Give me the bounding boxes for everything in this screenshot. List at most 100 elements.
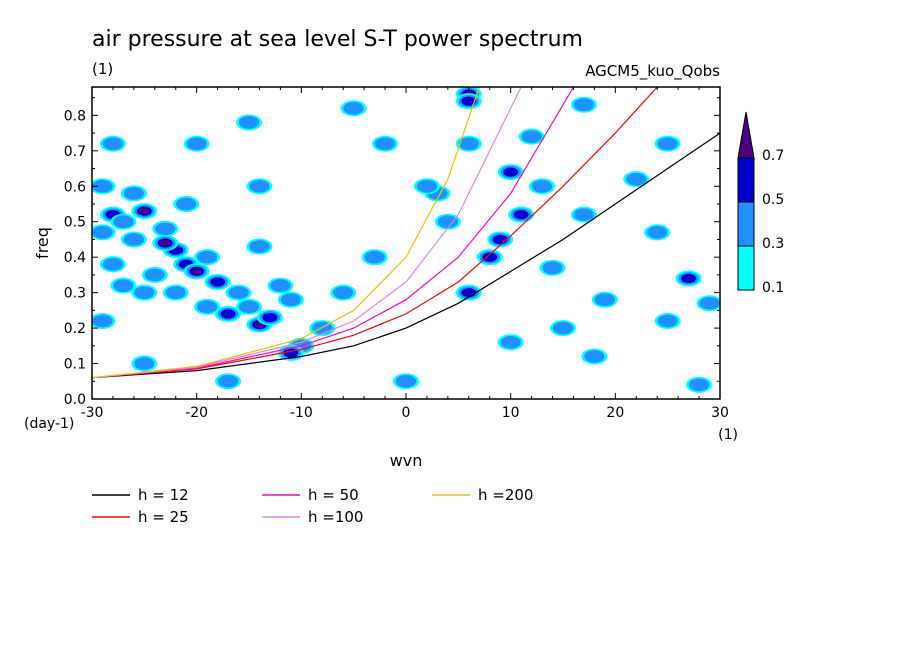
x-tick-label: -10 (290, 405, 313, 421)
power-patch-39-level-2 (461, 287, 477, 298)
power-patch-66-level-1 (647, 226, 668, 239)
power-patch-34-level-2 (461, 96, 477, 106)
power-patch-12-level-1 (228, 286, 249, 299)
power-patch-45-level-1 (626, 172, 647, 186)
power-patch-4-level-1 (123, 233, 145, 246)
x-tick-label: 0 (402, 405, 411, 421)
power-patch-53-level-1 (343, 101, 364, 115)
power-patch-10-level-1 (196, 250, 218, 264)
power-patch-44-level-1 (542, 261, 563, 275)
x-tick-label: -20 (185, 405, 208, 421)
power-patch-22-level-1 (123, 187, 145, 200)
power-patch-11-level-2 (210, 277, 226, 287)
colorbar-level-label: 0.7 (762, 148, 784, 164)
curve-h-200 (92, 87, 480, 379)
power-patch-52-level-1 (238, 116, 260, 129)
power-patch-32-level-1 (249, 179, 270, 193)
curve-h-50 (92, 87, 575, 379)
power-patch-8-level-3 (192, 268, 202, 275)
power-patch-21-level-1 (165, 286, 186, 299)
power-patch-36-level-2 (513, 209, 529, 220)
y-unit-label: (day-1) (24, 416, 74, 432)
colorbar: 0.1 0.3 0.5 0.7 (737, 111, 784, 296)
legend-label-h-50: h = 50 (308, 486, 359, 504)
legend-label-h-25: h = 25 (138, 508, 189, 526)
power-patch-40-level-1 (437, 215, 459, 229)
x-axis: -30 -20 -10 0 10 20 30 (81, 87, 729, 421)
power-patch-38-level-2 (482, 252, 498, 262)
y-tick-label: 0.6 (64, 179, 86, 195)
power-patch-56-level-1 (594, 293, 616, 307)
power-patch-18-level-1 (113, 279, 134, 292)
power-patch-67-level-1 (458, 137, 479, 151)
power-patch-37-level-2 (492, 234, 508, 245)
colorbar-swatch-2 (737, 157, 755, 203)
power-patch-31-level-1 (249, 240, 270, 253)
chart-title: air pressure at sea level S-T power spec… (92, 27, 583, 52)
y-tick-label: 0.4 (64, 250, 86, 266)
colorbar-swatch-0 (737, 245, 755, 291)
power-patch-9-level-3 (160, 240, 170, 246)
power-patch-27-level-1 (280, 293, 302, 307)
power-patch-63-level-1 (521, 130, 542, 143)
power-patch-16-level-1 (238, 300, 260, 314)
power-patch-13-level-2 (220, 309, 236, 319)
power-patch-35-level-2 (503, 167, 519, 177)
power-patch-57-level-1 (333, 286, 354, 299)
y-tick-label: 0.7 (64, 144, 86, 160)
colorbar-swatch-3 (737, 111, 755, 159)
y-axis: 0.0 0.1 0.2 0.3 0.4 0.5 0.6 0.7 0.8 (64, 97, 720, 408)
colorbar-swatch-1 (737, 201, 755, 247)
power-patch-1-level-1 (113, 215, 134, 229)
power-patch-55-level-1 (657, 137, 678, 151)
power-patch-48-level-1 (657, 314, 678, 328)
power-patch-25-level-1 (196, 300, 218, 314)
power-patch-49-level-1 (573, 208, 595, 221)
power-patch-43-level-1 (531, 179, 553, 193)
power-patch-51-level-1 (395, 374, 417, 388)
y-tick-label: 0.2 (64, 321, 86, 337)
power-patch-58-level-1 (134, 357, 155, 370)
x-tick-label: 30 (711, 405, 729, 421)
power-patch-64-level-1 (102, 137, 124, 151)
plot-frame (91, 86, 721, 400)
y-axis-label: freq (33, 227, 52, 259)
x-unit-label: (1) (718, 427, 738, 443)
y-tick-label: 0.5 (64, 215, 86, 231)
x-tick-label: 10 (502, 405, 520, 421)
power-patch-26-level-1 (270, 279, 291, 292)
power-patch-20-level-1 (134, 286, 155, 299)
power-patch-15-level-2 (262, 312, 278, 323)
colorbar-level-label: 0.3 (762, 236, 784, 252)
x-tick-label: 20 (606, 405, 624, 421)
y-tick-label: 0.8 (64, 108, 86, 124)
chart-subtitle-left: (1) (92, 60, 113, 78)
dispersion-curves (92, 87, 720, 379)
power-contours (92, 87, 720, 393)
curve-h-100 (92, 87, 522, 379)
legend: h = 12 h = 25 h = 50 h =100 h =200 (92, 486, 533, 526)
power-patch-62-level-1 (374, 137, 396, 151)
legend-label-h-100: h =100 (308, 508, 363, 526)
legend-label-h-200: h =200 (478, 486, 533, 504)
x-axis-label: wvn (390, 451, 423, 470)
legend-label-h-12: h = 12 (138, 486, 189, 504)
curve-h-12 (92, 132, 720, 379)
power-patch-3-level-3 (139, 208, 149, 215)
power-patch-50-level-1 (688, 378, 710, 392)
power-patch-5-level-1 (155, 222, 176, 236)
colorbar-level-label: 0.1 (762, 280, 784, 296)
power-patch-17-level-1 (102, 257, 124, 271)
x-tick-label: -30 (81, 405, 104, 421)
power-patch-19-level-1 (144, 268, 165, 282)
power-patch-24-level-1 (176, 197, 197, 211)
power-patch-47-level-1 (699, 296, 720, 310)
power-patch-69-level-1 (552, 321, 574, 335)
power-patch-2-level-1 (92, 226, 113, 239)
colorbar-level-label: 0.5 (762, 192, 784, 208)
power-patch-46-level-2 (681, 273, 696, 284)
curve-h-25 (92, 87, 658, 379)
power-patch-42-level-1 (416, 179, 438, 193)
chart-subtitle-right: AGCM5_kuo_Qobs (585, 62, 720, 81)
